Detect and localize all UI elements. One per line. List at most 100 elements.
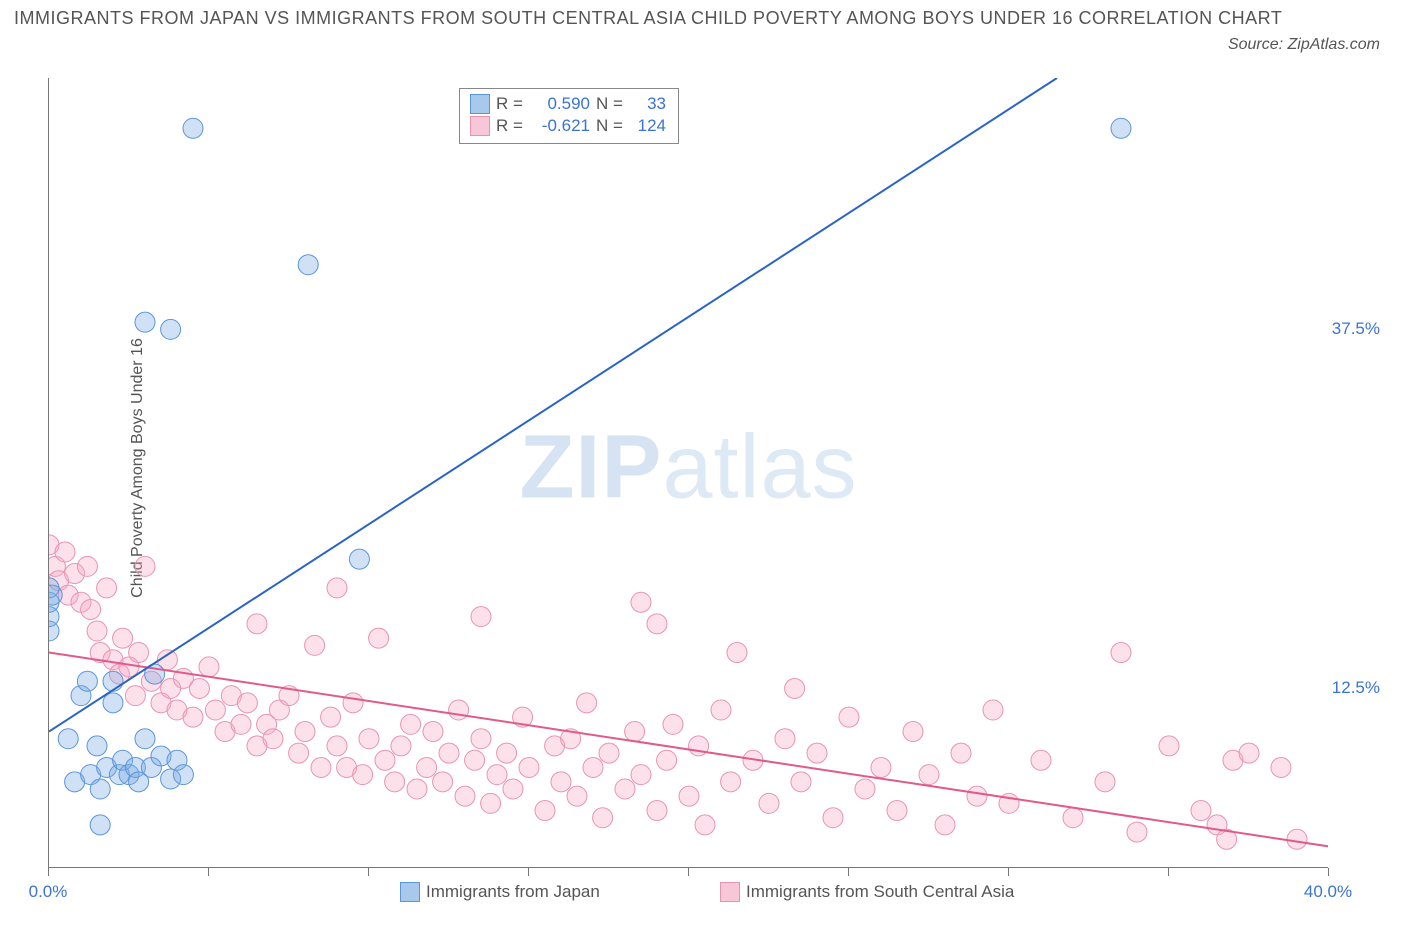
data-point [417, 757, 437, 777]
legend-r-label: R = [496, 115, 528, 137]
data-point [449, 700, 469, 720]
data-point [161, 319, 181, 339]
x-tick-mark [1168, 868, 1169, 876]
data-point [343, 693, 363, 713]
data-point [263, 729, 283, 749]
data-point [551, 772, 571, 792]
swatch-sca [470, 116, 490, 136]
data-point [298, 255, 318, 275]
legend-n-japan: 33 [630, 93, 666, 115]
data-point [433, 772, 453, 792]
data-point [321, 707, 341, 727]
data-point [599, 743, 619, 763]
data-point [1031, 750, 1051, 770]
source-attribution: Source: ZipAtlas.com [1228, 36, 1380, 54]
data-point [391, 736, 411, 756]
data-point [1239, 743, 1259, 763]
data-point [81, 599, 101, 619]
data-point [791, 772, 811, 792]
x-tick-label: 40.0% [1304, 882, 1352, 902]
x-tick-mark [848, 868, 849, 876]
data-point [125, 686, 145, 706]
series-name-japan: Immigrants from Japan [426, 882, 600, 902]
correlation-legend: R = 0.590 N = 33 R = -0.621 N = 124 [459, 88, 679, 144]
data-point [807, 743, 827, 763]
chart-title: IMMIGRANTS FROM JAPAN VS IMMIGRANTS FROM… [0, 0, 1406, 29]
swatch-japan [400, 882, 420, 902]
data-point [113, 628, 133, 648]
data-point [247, 614, 267, 634]
data-point [727, 643, 747, 663]
data-point [289, 743, 309, 763]
swatch-japan [470, 94, 490, 114]
data-point [471, 729, 491, 749]
x-tick-mark [688, 868, 689, 876]
legend-n-label: N = [596, 93, 624, 115]
legend-r-sca: -0.621 [534, 115, 590, 137]
legend-r-japan: 0.590 [534, 93, 590, 115]
data-point [465, 750, 485, 770]
scatter-svg [49, 78, 1328, 867]
legend-row-sca: R = -0.621 N = 124 [470, 115, 666, 137]
x-tick-mark [208, 868, 209, 876]
data-point [423, 722, 443, 742]
trend-line [49, 78, 1057, 732]
data-point [77, 556, 97, 576]
data-point [935, 815, 955, 835]
data-point [1063, 808, 1083, 828]
data-point [663, 714, 683, 734]
bottom-legend-sca: Immigrants from South Central Asia [720, 882, 1014, 902]
data-point [135, 729, 155, 749]
data-point [967, 786, 987, 806]
data-point [327, 736, 347, 756]
data-point [647, 614, 667, 634]
data-point [1159, 736, 1179, 756]
x-tick-mark [48, 868, 49, 876]
data-point [90, 815, 110, 835]
data-point [369, 628, 389, 648]
data-point [471, 607, 491, 627]
legend-n-label: N = [596, 115, 624, 137]
data-point [173, 765, 193, 785]
data-point [183, 118, 203, 138]
data-point [359, 729, 379, 749]
x-tick-mark [1328, 868, 1329, 876]
data-point [77, 671, 97, 691]
data-point [711, 700, 731, 720]
data-point [231, 714, 251, 734]
data-point [87, 736, 107, 756]
data-point [919, 765, 939, 785]
data-point [583, 757, 603, 777]
bottom-legend-japan: Immigrants from Japan [400, 882, 600, 902]
data-point [1287, 829, 1307, 849]
data-point [135, 556, 155, 576]
data-point [305, 635, 325, 655]
data-point [593, 808, 613, 828]
data-point [199, 657, 219, 677]
data-point [237, 693, 257, 713]
data-point [695, 815, 715, 835]
data-point [183, 707, 203, 727]
data-point [481, 793, 501, 813]
data-point [135, 312, 155, 332]
data-point [1191, 801, 1211, 821]
data-point [577, 693, 597, 713]
data-point [487, 765, 507, 785]
data-point [535, 801, 555, 821]
data-point [785, 678, 805, 698]
x-tick-label: 0.0% [29, 882, 68, 902]
data-point [497, 743, 517, 763]
data-point [951, 743, 971, 763]
data-point [625, 722, 645, 742]
data-point [1111, 643, 1131, 663]
data-point [353, 765, 373, 785]
data-point [455, 786, 475, 806]
data-point [129, 643, 149, 663]
data-point [103, 693, 123, 713]
data-point [983, 700, 1003, 720]
trend-line [49, 653, 1328, 847]
plot-container: Child Poverty Among Boys Under 16 ZIPatl… [0, 68, 1406, 898]
data-point [327, 578, 347, 598]
x-tick-mark [1008, 868, 1009, 876]
data-point [401, 714, 421, 734]
